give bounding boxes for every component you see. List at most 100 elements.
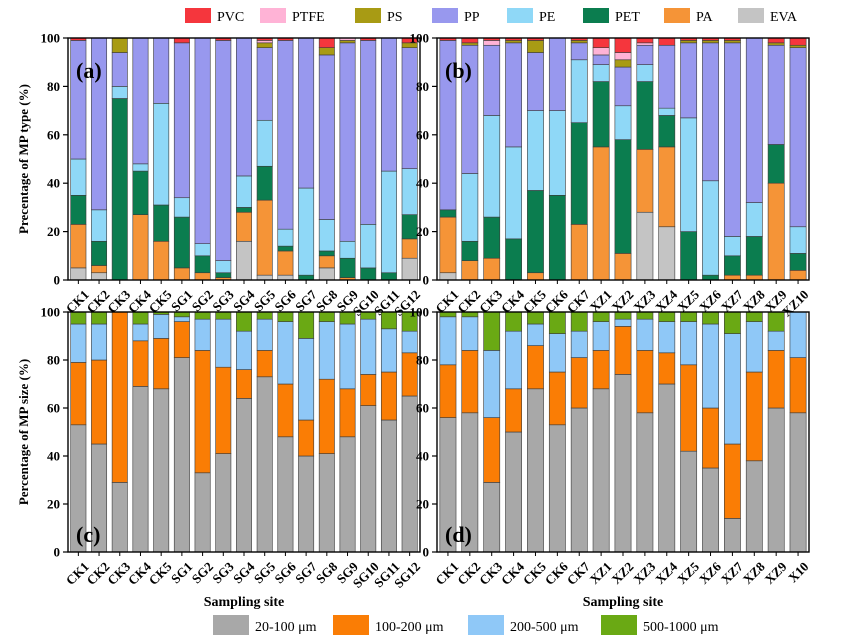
bar-ck3-ptfe [483,40,501,46]
bar-sg4-pa [236,211,252,242]
legend-label-pet: PET [615,10,640,25]
bar-sg5-100-200-m [256,350,273,378]
bar-xz6-20-100-m [702,467,719,553]
bar-ck5-pp [153,37,170,104]
bar-sg8-ps [318,47,335,56]
bar-ck4-500-1000-m [505,311,522,332]
bar-sg8-eva [318,267,335,281]
bar-sg3-500-1000-m [215,311,232,320]
bar-xz8-100-200-m [745,371,763,462]
y-tick-label: 100 [41,31,61,46]
bar-xz9-200-500-m [767,330,785,351]
bar-sg10-pe [360,224,377,269]
bar-xz10-ps [789,44,807,48]
bar-xz9-pvc [767,37,785,44]
bar-sg4-pp [236,37,252,177]
legend-swatch-size-1 [333,615,369,635]
y-tick-label: 100 [410,31,430,46]
bar-xz7-pe [724,236,741,257]
bar-xz1-ptfe [592,47,610,56]
bar-ck5-pe [527,110,544,191]
bar-sg2-pa [194,272,211,281]
bar-xz1-200-500-m [592,321,610,351]
bar-xz4-pa [658,146,676,228]
y-tick-label: 40 [416,449,429,464]
bar-sg11-pet [380,272,397,281]
y-tick-label: 0 [423,273,430,288]
y-tick-label: 20 [416,224,429,239]
legend-swatch-size-2 [468,615,504,635]
bar-ck4-pet [505,238,522,281]
bar-sg12-pa [401,238,418,259]
y-tick-label: 80 [47,353,60,368]
bars [70,311,418,553]
bar-sg7-pp [298,37,315,189]
bar-sg10-pp [360,40,377,225]
bar-ck1-pet [439,209,457,218]
bar-sg4-pe [236,175,252,208]
bar-xz10-pet [789,253,807,271]
bar-ck1-200-500-m [70,323,87,363]
bar-ck3-ps [111,37,128,53]
bar-x10-100-200-m [789,357,807,414]
legend-label-size-0: 20-100 μm [255,620,317,635]
bar-ck4-20-100-m [505,431,522,553]
y-tick-label: 40 [47,449,60,464]
bar-ck5-pet [527,190,544,274]
bar-xz3-pe [636,64,654,82]
bar-sg7-pet [298,274,315,281]
bar-sg5-pa [256,199,273,276]
bar-sg8-pp [318,54,335,220]
bar-xz7-500-1000-m [724,311,741,334]
bar-ck2-pvc [461,37,479,44]
bar-sg3-pet [215,272,232,278]
panel-c: 020406080100CK1CK2CK3CK4CK5SG1SG2SG3SG4S… [16,305,423,611]
bar-xz7-20-100-m [724,518,741,553]
bar-sg12-20-100-m [401,395,418,553]
bar-ck2-100-200-m [91,359,108,445]
bar-xz7-200-500-m [724,333,741,445]
bar-ck7-200-500-m [570,330,588,358]
bar-ck3-200-500-m [483,350,501,418]
bar-sg9-ps [339,40,356,44]
bar-sg8-pet [318,250,335,257]
bar-xz2-pa [614,253,632,281]
bar-sg6-pa [277,250,294,276]
bar-xz10-pe [789,226,807,254]
bar-ck5-pa [153,240,170,281]
bar-ck1-200-500-m [439,316,457,366]
bar-sg2-100-200-m [194,350,211,474]
bar-ck6-pe [548,110,566,196]
bar-sg1-500-1000-m [173,311,190,318]
bar-ck4-pe [132,163,149,172]
bar-ck4-200-500-m [505,330,522,390]
bar-xz10-pp [789,47,807,228]
bar-sg6-100-200-m [277,383,294,438]
bar-sg6-500-1000-m [277,311,294,322]
bar-ck2-eva [91,272,108,281]
bar-xz5-pe [680,117,698,232]
bar-ck5-100-200-m [527,345,544,390]
bar-xz2-500-1000-m [614,311,632,320]
legend-label-size-3: 500-1000 μm [643,620,719,635]
bar-xz4-pp [658,44,676,109]
bar-sg1-200-500-m [173,316,190,322]
bar-sg5-pp [256,47,273,121]
bar-xz3-pp [636,44,654,65]
bar-sg1-pe [173,197,190,218]
bar-sg9-100-200-m [339,388,356,438]
bar-sg7-20-100-m [298,455,315,553]
bar-ck2-500-1000-m [461,311,479,318]
legend-label-pp: PP [464,10,480,25]
bar-sg7-pe [298,187,315,276]
bar-sg2-200-500-m [194,318,211,351]
bar-xz3-100-200-m [636,350,654,414]
bar-xz9-pet [767,144,785,184]
bar-xz6-pp [702,42,719,182]
bar-xz2-pet [614,139,632,254]
bar-ck7-pp [570,42,588,61]
bar-xz4-pvc [658,37,676,46]
y-tick-label: 40 [47,176,60,191]
bar-sg1-pet [173,216,190,269]
bar-ck1-pet [70,195,87,225]
